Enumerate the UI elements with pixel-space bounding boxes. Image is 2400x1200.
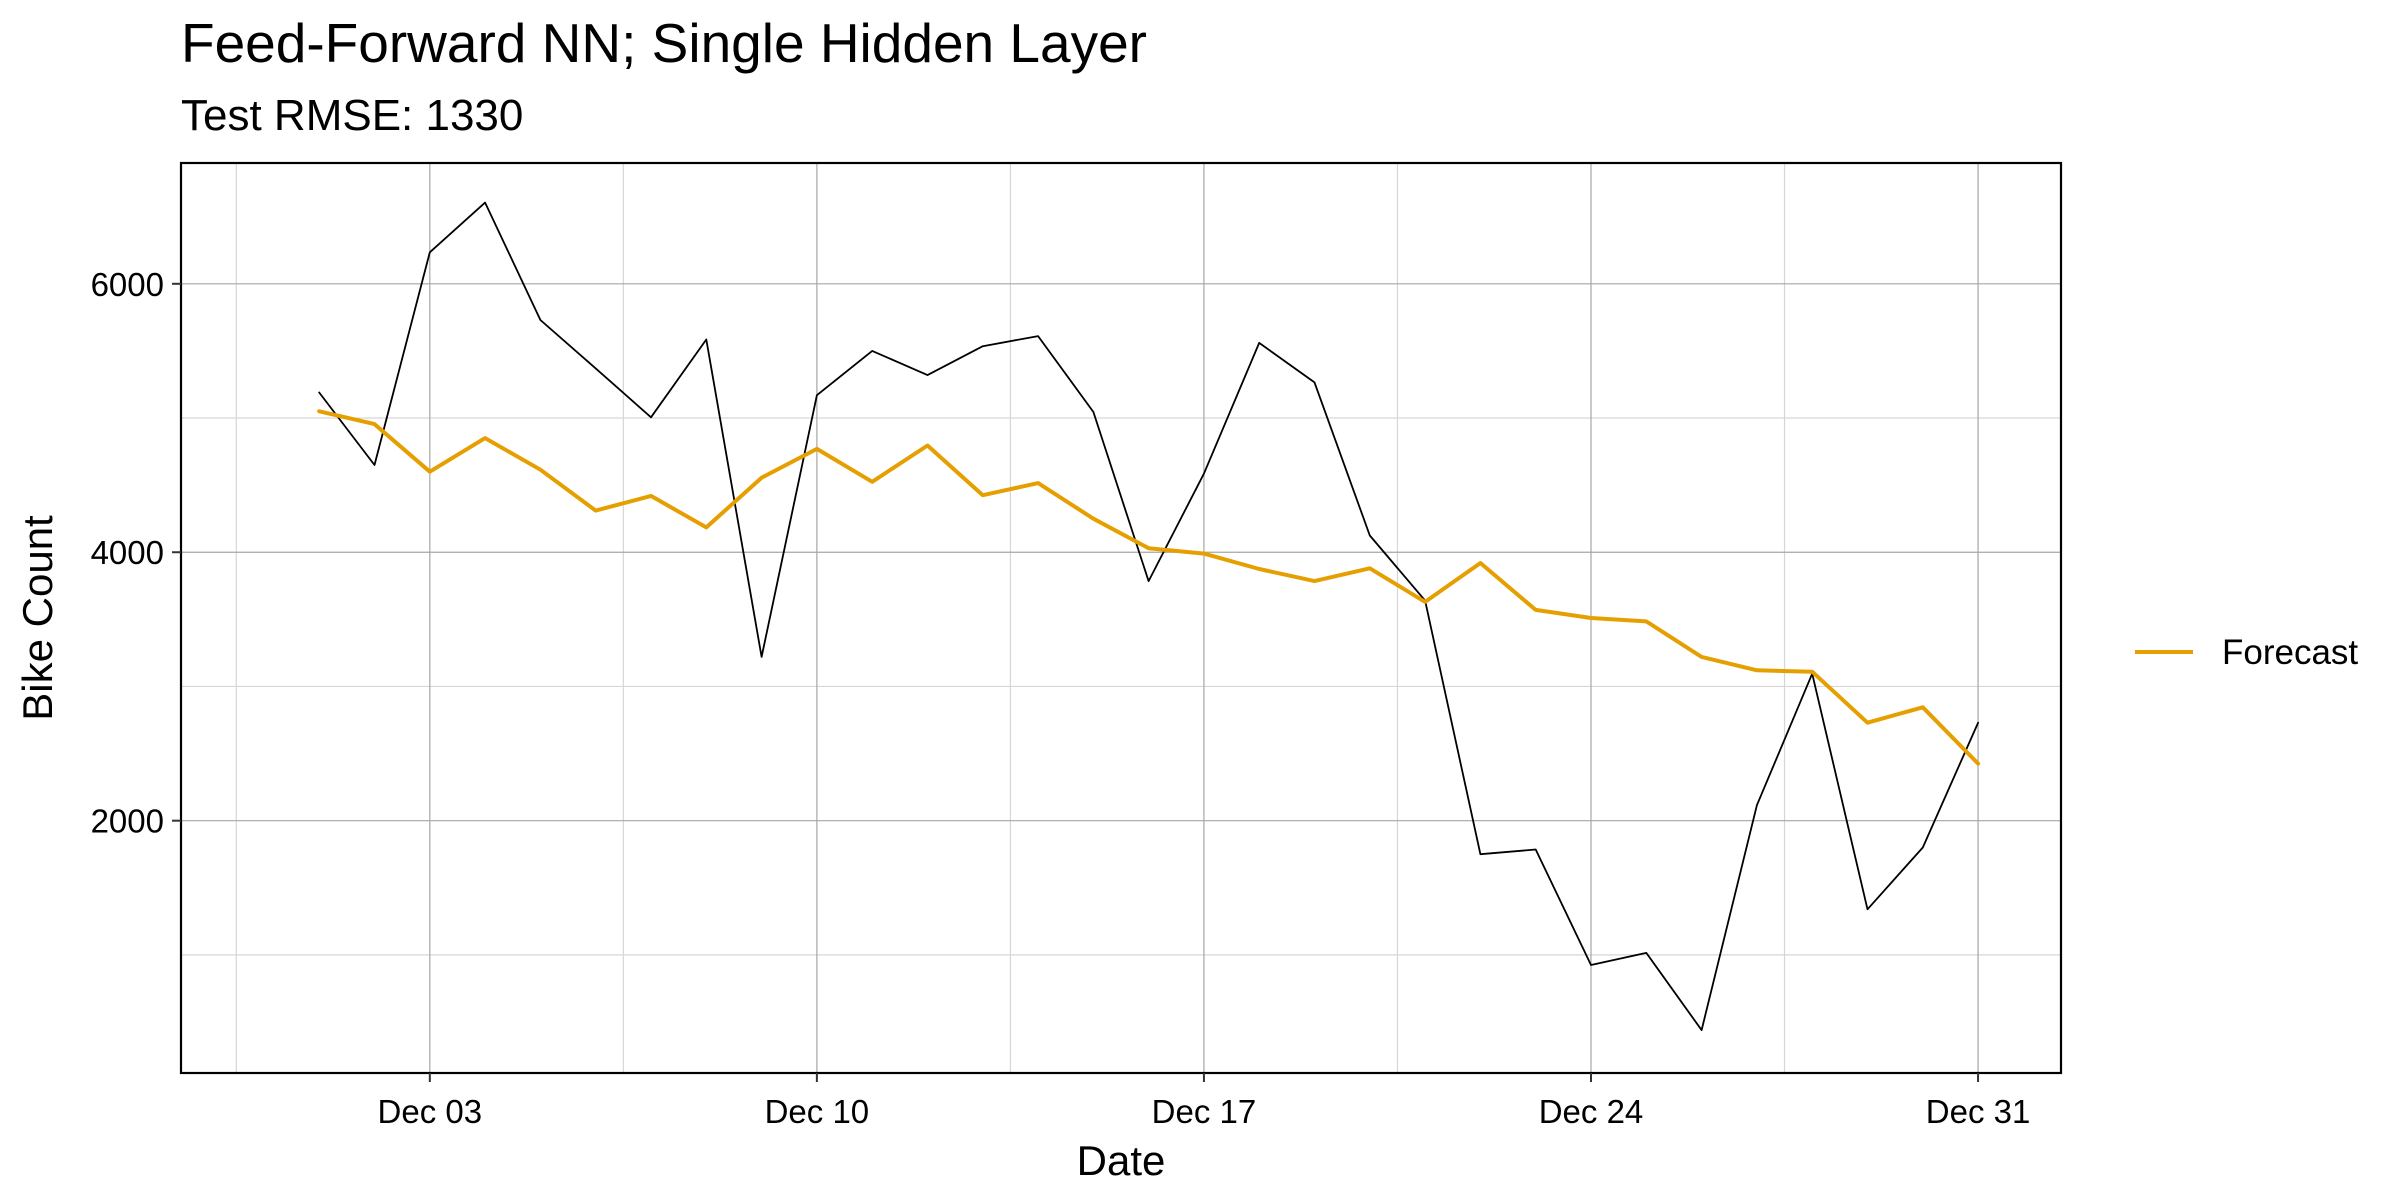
x-tick-label: Dec 10 bbox=[765, 1093, 870, 1130]
legend-label-forecast: Forecast bbox=[2222, 633, 2358, 672]
series-layer bbox=[317, 201, 1981, 1031]
x-axis-title: Date bbox=[1077, 1137, 1166, 1184]
y-axis-ticks: 2000 4000 6000 bbox=[91, 266, 181, 840]
y-tick-label: 2000 bbox=[91, 803, 164, 840]
legend: Forecast bbox=[2135, 633, 2358, 672]
x-tick-label: Dec 31 bbox=[1926, 1093, 2031, 1130]
actual-line bbox=[318, 201, 1979, 1031]
forecast-line bbox=[317, 409, 1981, 766]
y-tick-label: 4000 bbox=[91, 534, 164, 571]
minor-gridlines bbox=[181, 163, 2061, 1073]
x-tick-label: Dec 03 bbox=[378, 1093, 483, 1130]
x-axis-ticks: Dec 03 Dec 10 Dec 17 Dec 24 Dec 31 bbox=[378, 1073, 2031, 1130]
chart-subtitle: Test RMSE: 1330 bbox=[181, 91, 523, 140]
y-axis-title: Bike Count bbox=[14, 515, 61, 721]
x-tick-label: Dec 24 bbox=[1539, 1093, 1644, 1130]
major-gridlines bbox=[181, 163, 2061, 1073]
x-tick-label: Dec 17 bbox=[1152, 1093, 1257, 1130]
y-tick-label: 6000 bbox=[91, 266, 164, 303]
chart-title: Feed-Forward NN; Single Hidden Layer bbox=[181, 12, 1147, 74]
plot-frame bbox=[179, 161, 2063, 1075]
